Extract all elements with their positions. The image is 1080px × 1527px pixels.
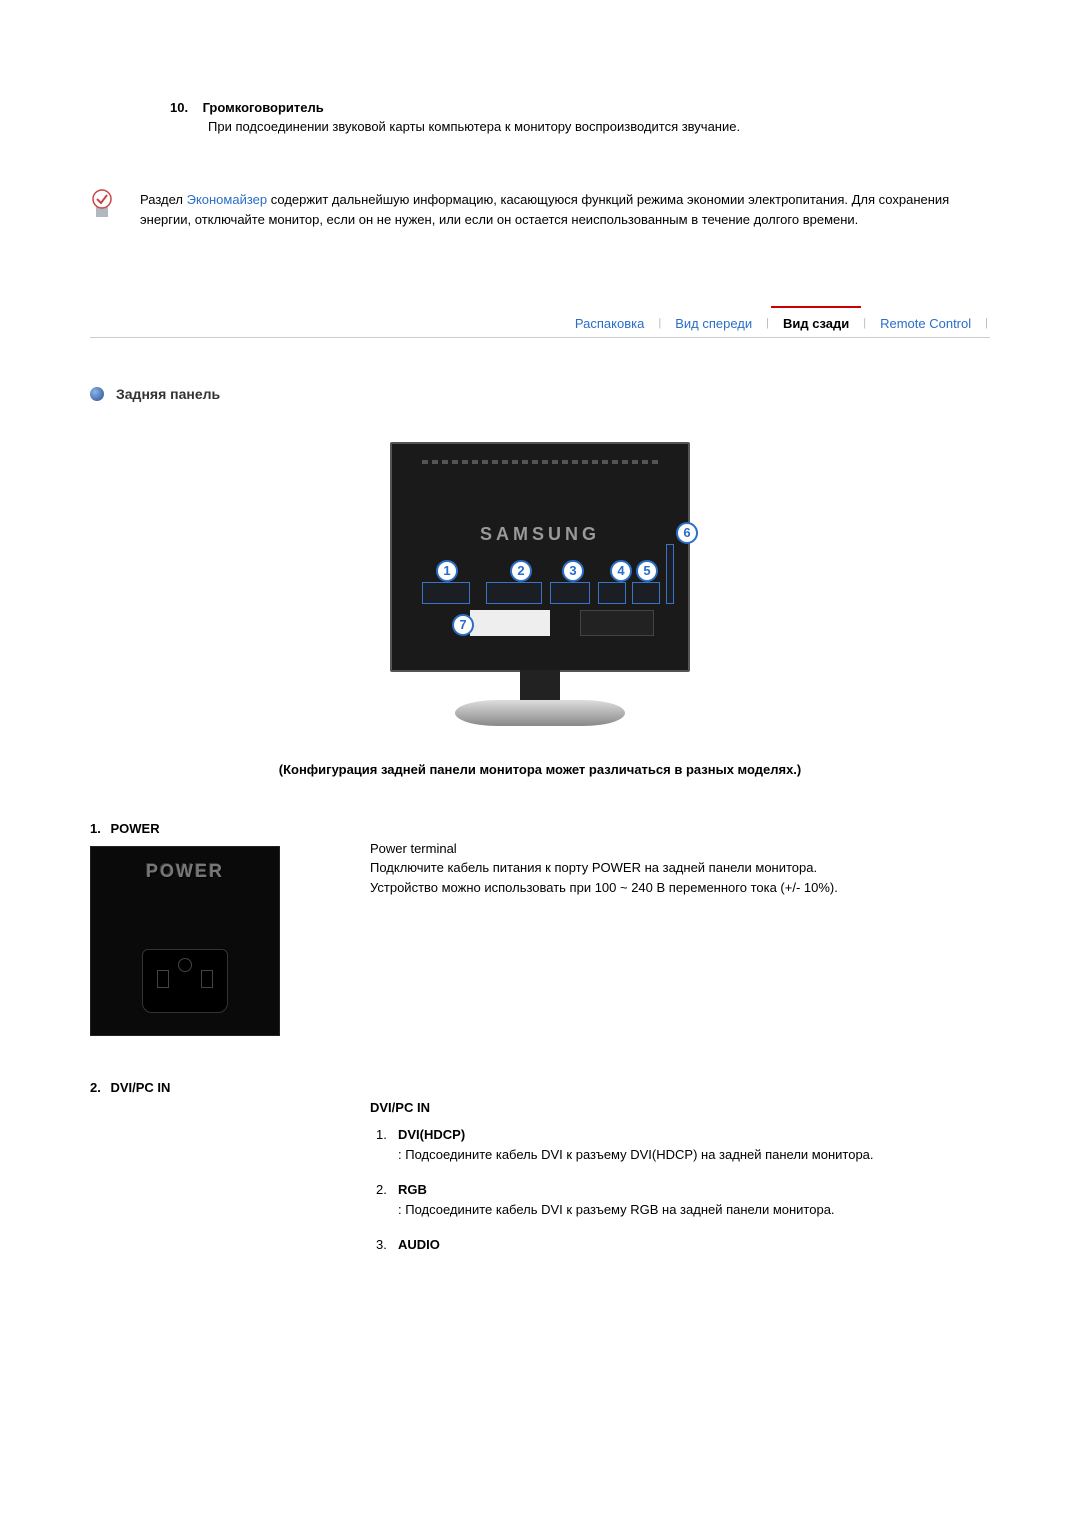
speaker-description: При подсоединении звуковой карты компьют… bbox=[208, 117, 990, 137]
info-note: Раздел Экономайзер содержит дальнейшую и… bbox=[90, 187, 990, 230]
tab-unpacking[interactable]: Распаковка bbox=[563, 310, 656, 337]
tab-front-view[interactable]: Вид спереди bbox=[663, 310, 764, 337]
dvi-sub-item: 1. DVI(HDCP) : Подсоедините кабель DVI к р… bbox=[370, 1125, 990, 1164]
power-desc-line2: Подключите кабель питания к порту POWER … bbox=[370, 858, 990, 878]
section-bullet-icon bbox=[90, 387, 104, 401]
tab-separator: | bbox=[861, 317, 868, 329]
info-icon bbox=[90, 187, 122, 230]
dvi-right-title: DVI/PC IN bbox=[370, 1098, 990, 1118]
power-item-title: POWER bbox=[110, 821, 159, 836]
power-desc-line1: Power terminal bbox=[370, 839, 990, 859]
dvi-sub-item: 2. RGB : Подсоедините кабель DVI к разъему… bbox=[370, 1180, 990, 1219]
monitor-brand: SAMSUNG bbox=[392, 524, 688, 545]
callout-6: 6 bbox=[676, 522, 698, 544]
callout-2: 2 bbox=[510, 560, 532, 582]
power-label: POWER bbox=[91, 861, 279, 882]
sub-item-desc: : Подсоедините кабель DVI к разъему RGB … bbox=[398, 1200, 990, 1220]
tab-rear-view[interactable]: Вид сзади bbox=[771, 310, 861, 337]
sub-item-number: 1. bbox=[376, 1125, 387, 1145]
dvi-item-number: 2. bbox=[90, 1080, 101, 1095]
tab-remote-control[interactable]: Remote Control bbox=[868, 310, 983, 337]
tabs-underline bbox=[90, 337, 990, 338]
economizer-link[interactable]: Экономайзер bbox=[187, 192, 268, 207]
monitor-rear-figure: SAMSUNG 1 2 3 4 5 6 7 bbox=[90, 442, 990, 722]
sub-item-number: 3. bbox=[376, 1235, 387, 1255]
callout-5: 5 bbox=[636, 560, 658, 582]
info-text-pre: Раздел bbox=[140, 192, 187, 207]
sub-item-desc: : Подсоедините кабель DVI к разъему DVI(… bbox=[398, 1145, 990, 1165]
power-desc-line3: Устройство можно использовать при 100 ~ … bbox=[370, 878, 990, 898]
sub-item-title: DVI(HDCP) bbox=[398, 1127, 465, 1142]
callout-7: 7 bbox=[452, 614, 474, 636]
callout-4: 4 bbox=[610, 560, 632, 582]
callout-3: 3 bbox=[562, 560, 584, 582]
sub-item-title: AUDIO bbox=[398, 1237, 440, 1252]
tabs-bar: Распаковка | Вид спереди | Вид сзади | R… bbox=[90, 310, 990, 337]
speaker-title: Громкоговоритель bbox=[203, 100, 324, 115]
dvi-sub-item: 3. AUDIO bbox=[370, 1235, 990, 1255]
config-note: (Конфигурация задней панели монитора мож… bbox=[90, 762, 990, 777]
sub-item-title: RGB bbox=[398, 1182, 427, 1197]
tab-separator: | bbox=[983, 317, 990, 329]
power-port-image: POWER bbox=[90, 846, 370, 1036]
section-title: Задняя панель bbox=[116, 386, 220, 402]
tab-separator: | bbox=[656, 317, 663, 329]
dvi-item-title: DVI/PC IN bbox=[110, 1080, 170, 1095]
sub-item-number: 2. bbox=[376, 1180, 387, 1200]
tab-separator: | bbox=[764, 317, 771, 329]
callout-1: 1 bbox=[436, 560, 458, 582]
power-item-number: 1. bbox=[90, 821, 101, 836]
speaker-number: 10. bbox=[170, 100, 188, 115]
